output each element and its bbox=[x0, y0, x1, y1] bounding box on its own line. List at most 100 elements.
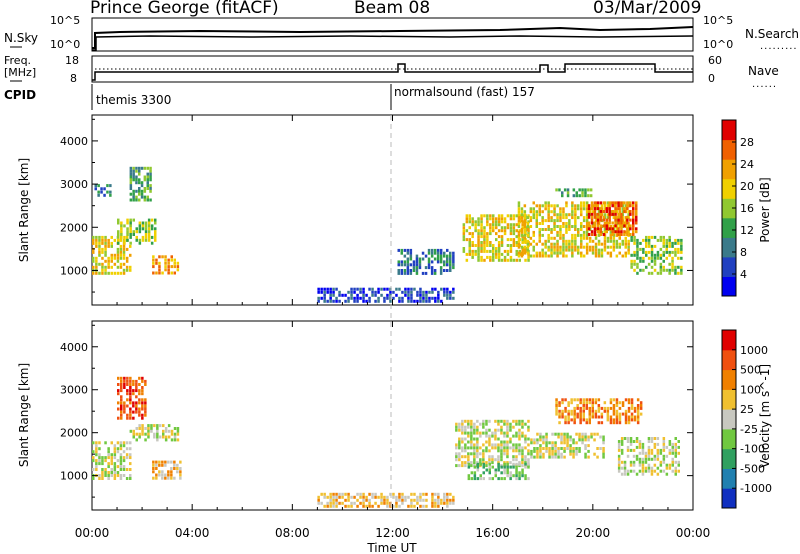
power-cell bbox=[633, 235, 636, 239]
power-cell bbox=[515, 241, 518, 244]
power-cell bbox=[671, 262, 674, 266]
power-cell bbox=[107, 259, 110, 263]
power-cell bbox=[517, 242, 521, 246]
power-cell bbox=[571, 236, 574, 240]
power-cell bbox=[565, 204, 568, 208]
power-cell bbox=[589, 194, 593, 198]
velocity-cell bbox=[485, 428, 488, 432]
power-cell bbox=[422, 290, 425, 294]
power-cell bbox=[597, 254, 601, 258]
nsky-panel-frame bbox=[91, 17, 694, 52]
velocity-cbar-tick-label: -1000 bbox=[740, 482, 772, 495]
power-cell bbox=[565, 242, 568, 246]
velocity-cell bbox=[494, 428, 497, 432]
velocity-cell bbox=[503, 449, 506, 453]
power-cell bbox=[517, 213, 521, 217]
velocity-cell bbox=[473, 422, 476, 426]
velocity-cell bbox=[662, 460, 666, 464]
power-cell bbox=[492, 247, 495, 250]
velocity-cell bbox=[542, 438, 545, 442]
velocity-cell bbox=[156, 429, 159, 433]
x-tick-label: 08:00 bbox=[275, 526, 310, 540]
power-cell bbox=[462, 235, 466, 239]
power-cell bbox=[627, 216, 630, 220]
velocity-cell bbox=[455, 464, 458, 468]
power-cell bbox=[138, 172, 141, 176]
power-cell bbox=[480, 247, 483, 250]
power-cell bbox=[659, 253, 663, 257]
power-cell bbox=[608, 221, 611, 225]
power-cell bbox=[630, 238, 633, 242]
power-cell bbox=[146, 175, 149, 179]
power-cell bbox=[173, 261, 176, 265]
power-cell bbox=[103, 187, 106, 191]
velocity-cell bbox=[101, 468, 104, 471]
power-cell bbox=[609, 254, 613, 258]
power-cell bbox=[671, 256, 674, 260]
velocity-cell bbox=[117, 389, 120, 393]
velocity-cell bbox=[530, 438, 533, 442]
power-cell bbox=[497, 244, 501, 247]
power-cell bbox=[620, 204, 623, 208]
velocity-cell bbox=[506, 446, 509, 450]
power-cell bbox=[680, 265, 683, 269]
power-cell bbox=[419, 290, 422, 294]
power-cell bbox=[526, 242, 530, 246]
power-cell bbox=[562, 242, 565, 246]
velocity-cell bbox=[173, 467, 176, 470]
power-cell bbox=[512, 214, 516, 218]
velocity-cell bbox=[615, 418, 619, 422]
velocity-cell bbox=[518, 462, 521, 466]
power-cell bbox=[132, 230, 135, 234]
velocity-cell bbox=[518, 477, 521, 481]
velocity-cell bbox=[113, 444, 117, 448]
power-cell bbox=[462, 249, 466, 253]
power-cell bbox=[449, 251, 452, 255]
velocity-cell bbox=[641, 463, 645, 467]
velocity-cell bbox=[600, 406, 604, 410]
velocity-cell bbox=[674, 454, 677, 458]
power-cell bbox=[419, 287, 422, 291]
velocity-cell bbox=[626, 440, 630, 443]
velocity-cell bbox=[509, 425, 512, 429]
power-cell bbox=[155, 271, 158, 275]
velocity-cell bbox=[506, 471, 509, 475]
velocity-cell bbox=[380, 495, 383, 499]
power-cell bbox=[603, 228, 607, 231]
power-cell bbox=[483, 229, 486, 233]
velocity-cell bbox=[129, 468, 132, 471]
cpid-segment-2: normalsound (fast) 157 bbox=[394, 85, 535, 99]
power-cell bbox=[677, 256, 680, 260]
power-cell bbox=[668, 244, 671, 248]
velocity-cell bbox=[470, 452, 473, 456]
power-cell bbox=[503, 226, 507, 230]
velocity-cell bbox=[467, 440, 470, 444]
power-cell bbox=[95, 265, 98, 269]
velocity-cell bbox=[107, 456, 110, 460]
power-cell bbox=[495, 220, 498, 224]
power-cell bbox=[521, 223, 524, 227]
velocity-cell bbox=[419, 498, 422, 502]
power-cell bbox=[599, 233, 603, 236]
power-cell bbox=[582, 216, 586, 220]
velocity-cell bbox=[674, 472, 677, 476]
velocity-cell bbox=[113, 450, 117, 454]
velocity-cell bbox=[609, 406, 613, 410]
velocity-cell bbox=[138, 435, 141, 439]
velocity-cbar-tick-label: 25 bbox=[740, 403, 754, 416]
power-cell bbox=[368, 287, 371, 291]
power-cell bbox=[633, 238, 636, 242]
velocity-cell bbox=[437, 498, 440, 502]
power-cell bbox=[553, 242, 556, 246]
velocity-cell bbox=[617, 454, 621, 458]
power-cell bbox=[617, 204, 620, 208]
power-cell bbox=[656, 256, 660, 260]
velocity-cell bbox=[470, 471, 474, 475]
power-cbar-swatch bbox=[722, 276, 736, 297]
power-cell bbox=[645, 253, 648, 257]
power-cell bbox=[506, 214, 510, 218]
power-cell bbox=[520, 254, 524, 258]
velocity-cell bbox=[597, 415, 601, 419]
x-tick-label: 00:00 bbox=[75, 526, 110, 540]
velocity-cell bbox=[566, 438, 569, 442]
